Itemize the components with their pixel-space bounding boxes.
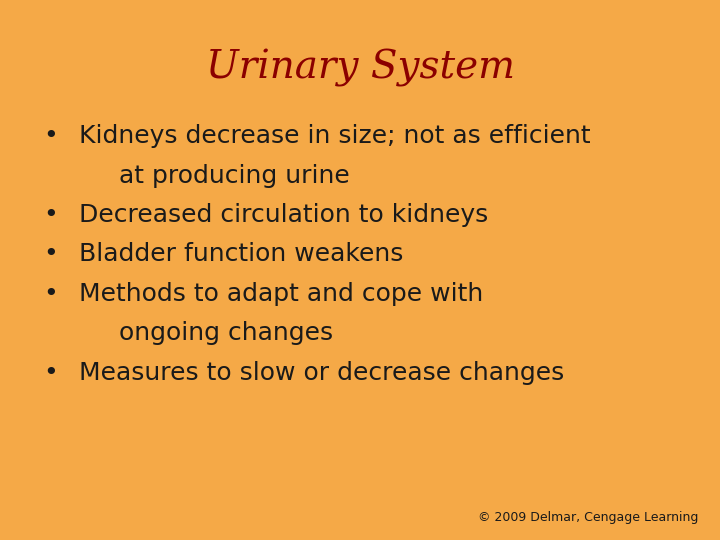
Text: Measures to slow or decrease changes: Measures to slow or decrease changes: [79, 361, 564, 384]
Text: •: •: [43, 124, 58, 148]
Text: ongoing changes: ongoing changes: [119, 321, 333, 345]
Text: •: •: [43, 361, 58, 384]
Text: Decreased circulation to kidneys: Decreased circulation to kidneys: [79, 203, 488, 227]
Text: © 2009 Delmar, Cengage Learning: © 2009 Delmar, Cengage Learning: [478, 511, 698, 524]
Text: •: •: [43, 282, 58, 306]
Text: •: •: [43, 242, 58, 266]
Text: Bladder function weakens: Bladder function weakens: [79, 242, 404, 266]
Text: Urinary System: Urinary System: [205, 49, 515, 86]
Text: Methods to adapt and cope with: Methods to adapt and cope with: [79, 282, 483, 306]
Text: •: •: [43, 203, 58, 227]
Text: Kidneys decrease in size; not as efficient: Kidneys decrease in size; not as efficie…: [79, 124, 591, 148]
Text: at producing urine: at producing urine: [119, 164, 349, 187]
